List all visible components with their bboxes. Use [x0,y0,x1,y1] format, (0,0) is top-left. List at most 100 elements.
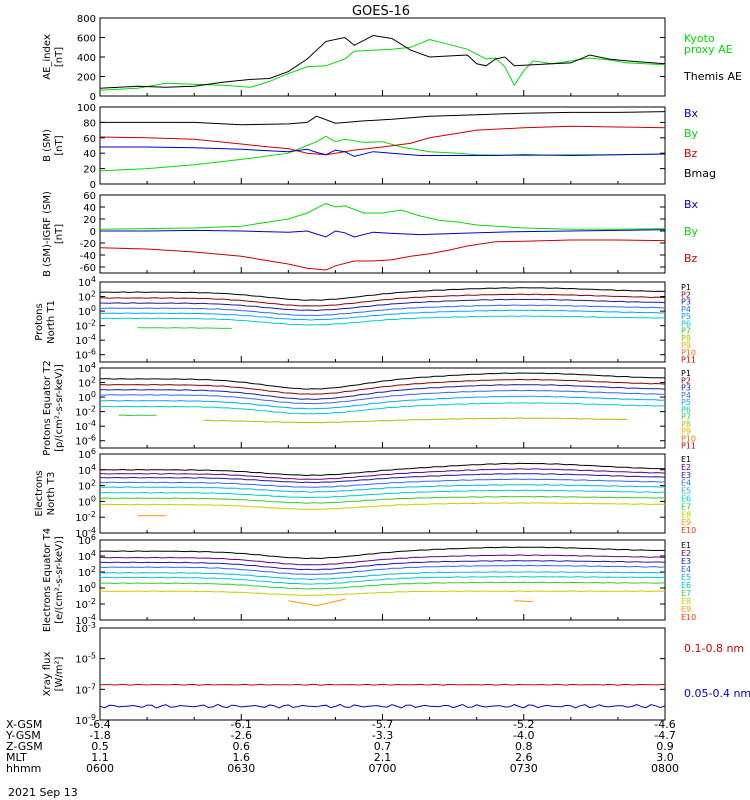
channel-label-e6: E6 [681,581,691,590]
y-tick-label: 10-4 [75,419,96,433]
y-tick-label: 10-9 [75,713,96,727]
footer-value: -4.6 [654,718,675,731]
series-line-e3 [99,473,666,484]
channel-label-p6: P6 [681,405,691,414]
channel-label-e9: E9 [681,605,691,614]
legend-entry-1: Themis AE [683,70,742,83]
footer-row-label: Z-GSM [6,740,43,753]
series-line-bmag [100,111,666,126]
y-axis-label: B (SM) [42,129,53,162]
footer-row-label: Y-GSM [5,729,41,742]
series-line-p1 [99,287,666,301]
y-tick-label: 106 [78,533,96,547]
footer-value: 0.5 [91,740,109,753]
series-line-p5 [99,309,666,321]
channel-label-e4: E4 [681,565,691,574]
channel-label-p3: P3 [681,298,691,307]
y-tick-label: 0 [90,92,96,103]
series-line-p1 [99,372,666,390]
footer-value: 0.6 [233,740,251,753]
y-tick-label: 102 [78,290,96,304]
series-line-xray-1 [99,703,666,709]
channel-label-p8: P8 [681,334,691,343]
channel-label-p1: P1 [681,369,691,378]
channel-label-p4: P4 [681,305,691,314]
panel-frame [99,106,666,185]
series-line-p4 [99,389,666,405]
footer-value: -4.7 [654,729,675,742]
y-tick-label: 200 [77,73,96,84]
footer-value: 2.1 [374,751,392,764]
footer-value: 0.7 [374,740,392,753]
y-tick-label: 10-4 [75,333,96,347]
y-tick-label: 100 [78,581,96,595]
panel-2: 0 20 40 60 80 100 B (SM) [nT] Bx By Bz Bmag [42,103,716,191]
panel-8: 10-9 10-7 10-5 10-3 Xray flux [W/m²] 0.1-0.8 n… [42,621,750,727]
series-line-by [99,202,666,230]
series-line-e5 [99,484,666,493]
date-label: 2021 Sep 13 [8,786,78,799]
legend-entry-0: proxy AE [684,43,733,56]
channel-label-e2: E2 [681,463,691,472]
series-line-e4 [99,564,666,575]
channel-label-p8: P8 [681,420,691,429]
y-axis-unit: [nT] [54,47,65,67]
channel-label-p7: P7 [681,413,691,422]
series-line-e8 [99,590,666,596]
footer-value: -1.8 [89,729,110,742]
channel-label-p11: P11 [681,356,696,365]
series-line-p7 [137,327,232,329]
y-tick-label: 104 [78,361,96,375]
y-tick-label: 100 [78,304,96,318]
series-line-p6 [99,315,665,326]
y-tick-label: 102 [78,565,96,579]
footer-row-label: X-GSM [6,718,42,731]
series-line-p5 [99,395,666,410]
series-line-e5 [99,571,666,581]
y-axis-unit: [W/m²] [54,656,65,691]
footer-value: 1.6 [233,751,251,764]
series-line-e1 [99,546,665,560]
y-axis-label: Protons Equator T2 [42,360,53,456]
panel-frame [99,194,666,274]
footer-value: 0700 [369,762,397,775]
footer-value: -6.1 [231,718,252,731]
series-line-e3 [99,560,666,571]
series-line-xray-0 [99,683,666,686]
footer-value: -5.2 [513,718,534,731]
footer-value: -6.4 [89,718,110,731]
channel-label-p2: P2 [681,376,691,385]
channel-label-e2: E2 [681,549,691,558]
series-line-e6 [99,575,666,585]
channel-label-e10: E10 [681,526,696,535]
y-tick-label: -20 [80,239,96,250]
y-tick-label: 10-5 [75,652,96,666]
y-axis-label: North T3 [46,472,57,516]
y-tick-label: 40 [83,203,96,214]
footer-value: -2.6 [231,729,252,742]
series-line-themis-ae [99,34,666,89]
chart-title: GOES-16 [352,4,410,19]
y-tick-label: 104 [78,275,96,289]
legend-entry-1: 0.05-0.4 nm [684,687,750,700]
legend-entry-2: Bz [684,147,698,160]
y-tick-label: 0 [90,180,96,191]
channel-label-p10: P10 [681,434,696,443]
y-tick-label: 800 [77,14,96,25]
y-tick-label: 400 [77,53,96,64]
channel-label-p9: P9 [681,427,691,436]
y-axis-label: Protons [34,303,45,340]
series-line-e2 [99,554,666,566]
series-line-e8 [99,502,666,510]
y-tick-label: 20 [83,215,96,226]
series-line-p7 [118,414,157,417]
series-line-p3 [99,298,666,312]
channel-label-e3: E3 [681,557,691,566]
channel-label-p6: P6 [681,319,691,328]
footer-value: -3.3 [372,729,393,742]
